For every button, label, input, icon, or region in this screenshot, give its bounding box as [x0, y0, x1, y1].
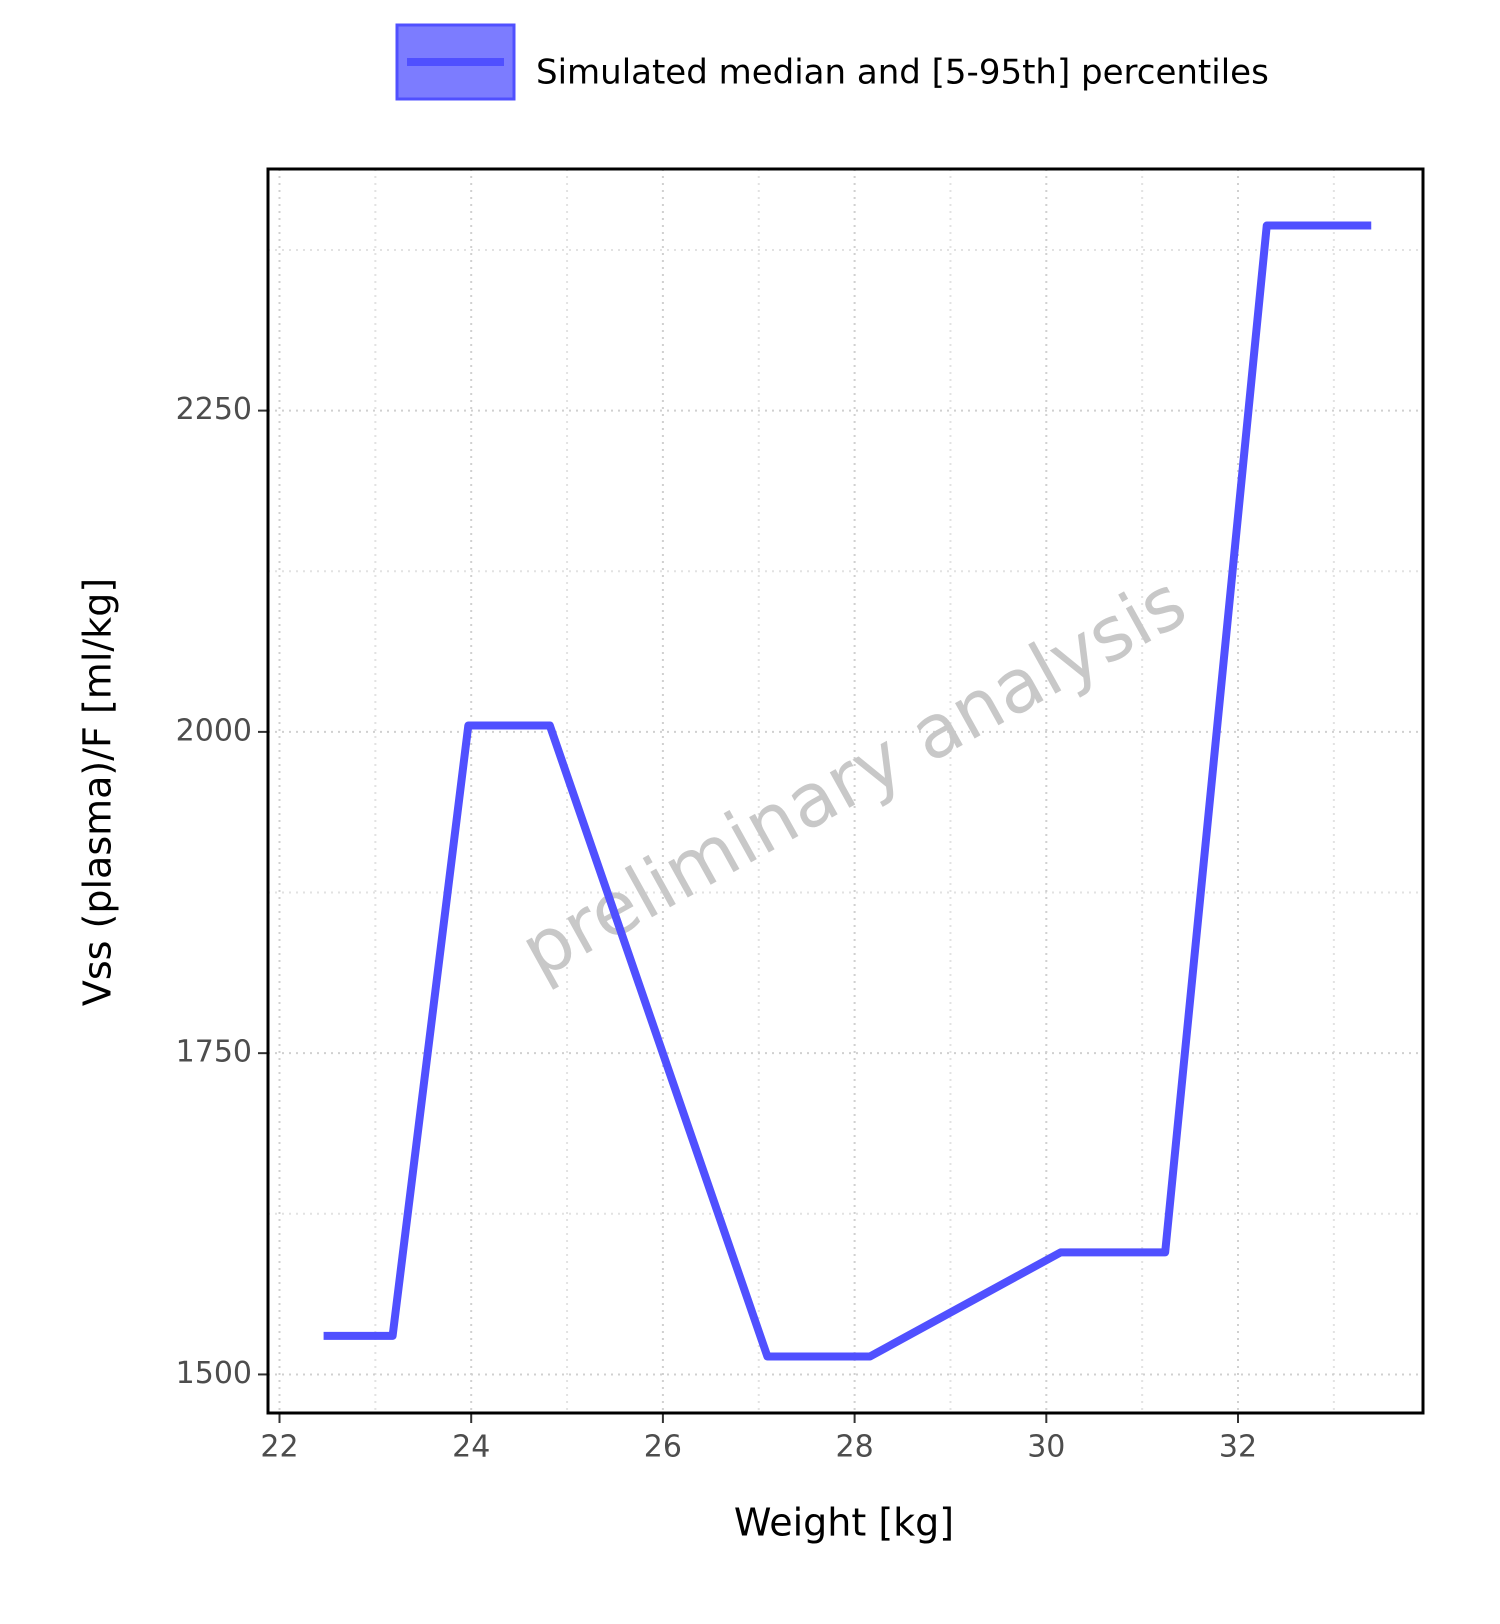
x-tick-label: 26	[644, 1430, 682, 1465]
watermark: preliminary analysis	[507, 559, 1200, 995]
x-tick-label: 30	[1027, 1430, 1065, 1465]
y-tick-label: 1750	[176, 1035, 252, 1070]
y-tick-label: 2250	[176, 392, 252, 427]
legend-label: Simulated median and [5-95th] percentile…	[536, 53, 1269, 93]
y-tick-label: 2000	[176, 713, 252, 748]
x-tick-label: 28	[836, 1430, 874, 1465]
x-tick-label: 32	[1219, 1430, 1257, 1465]
y-axis-label: Vss (plasma)/F [ml/kg]	[76, 578, 120, 1006]
x-tick-label: 24	[452, 1430, 490, 1465]
series-line	[323, 221, 1372, 1361]
y-tick-label: 1500	[176, 1356, 252, 1391]
x-axis-label: Weight [kg]	[734, 1501, 954, 1545]
plot-frame	[266, 167, 1425, 1415]
x-tick-label: 22	[260, 1430, 298, 1465]
